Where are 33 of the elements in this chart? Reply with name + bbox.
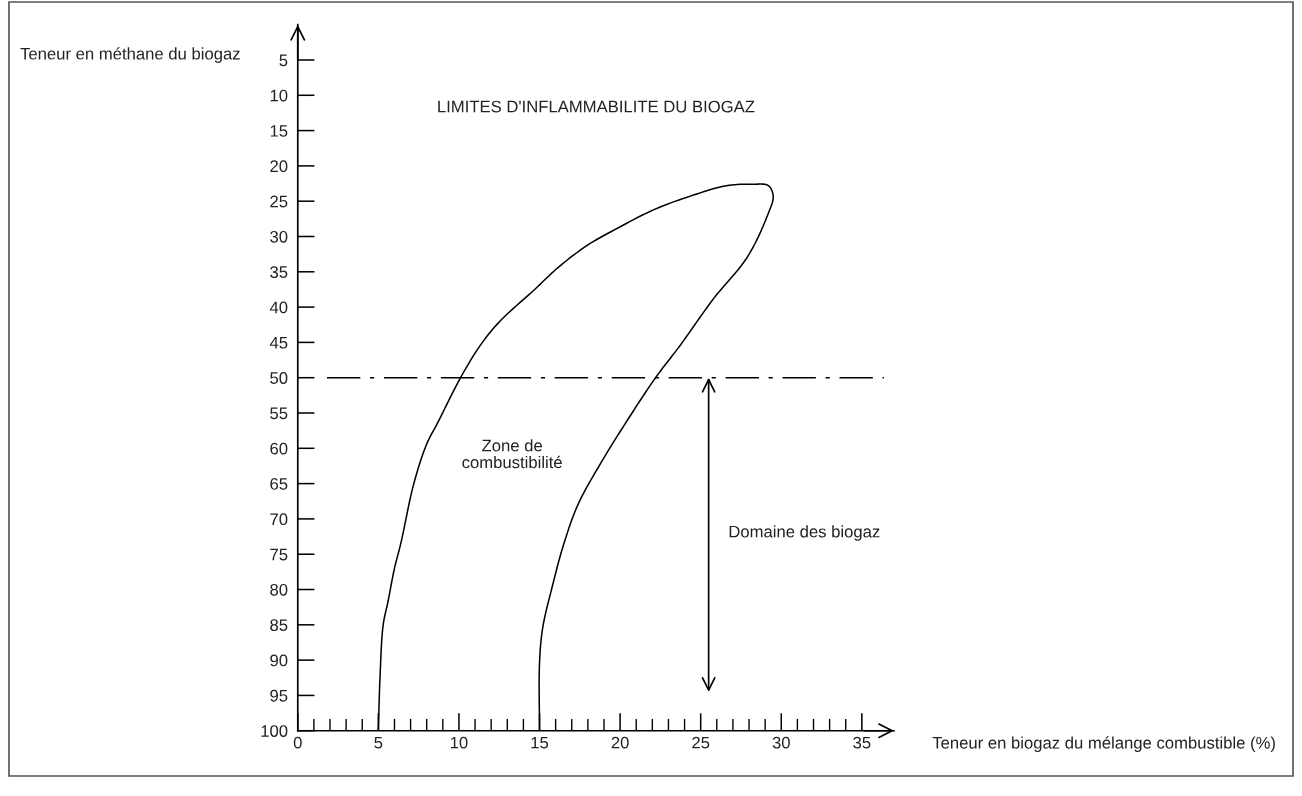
- x-tick-label: 5: [374, 736, 383, 749]
- y-tick-label: 30: [270, 230, 288, 243]
- y-tick-label: 35: [270, 266, 288, 278]
- y-tick-label: 5: [279, 54, 288, 67]
- y-tick-label: 10: [270, 89, 288, 102]
- y-tick-label: 15: [270, 125, 288, 137]
- x-tick-label: 30: [772, 736, 790, 749]
- y-tick-label: 65: [270, 478, 288, 490]
- y-tick-label: 85: [270, 619, 288, 632]
- y-tick-label: 25: [270, 195, 288, 208]
- y-tick-label: 55: [270, 407, 288, 420]
- y-tick-label: 40: [269, 301, 288, 314]
- y-tick-label: 20: [270, 160, 288, 173]
- y-tick-label: 75: [270, 548, 288, 561]
- x-tick-label: 25: [692, 736, 710, 749]
- y-axis-title: Teneur en méthane du biogaz: [20, 47, 240, 63]
- text: LIMITES D'INFLAMMABILITE DU BIOGAZ: [438, 100, 755, 113]
- x-tick-label: 10: [450, 736, 468, 749]
- y-tick-label: 100: [261, 725, 288, 737]
- y-tick-label: 80: [270, 583, 288, 596]
- x-axis-title: Teneur en biogaz du mélange combustible (%): [932, 736, 1275, 753]
- annotation: Zone de combustibilité: [462, 439, 562, 469]
- x-tick-label: 0: [293, 736, 302, 749]
- x-tick-label: 35: [853, 736, 871, 749]
- y-tick-label: 45: [269, 336, 288, 349]
- y-tick-label: 60: [270, 442, 288, 455]
- x-tick-label: 20: [611, 736, 629, 749]
- y-tick-label: 50: [270, 372, 288, 384]
- y-tick-label: 95: [270, 689, 288, 702]
- annotation: Domaine des biogaz: [729, 525, 880, 541]
- y-tick-label: 90: [270, 654, 288, 667]
- x-tick-label: 15: [531, 736, 549, 749]
- y-tick-label: 70: [270, 513, 288, 526]
